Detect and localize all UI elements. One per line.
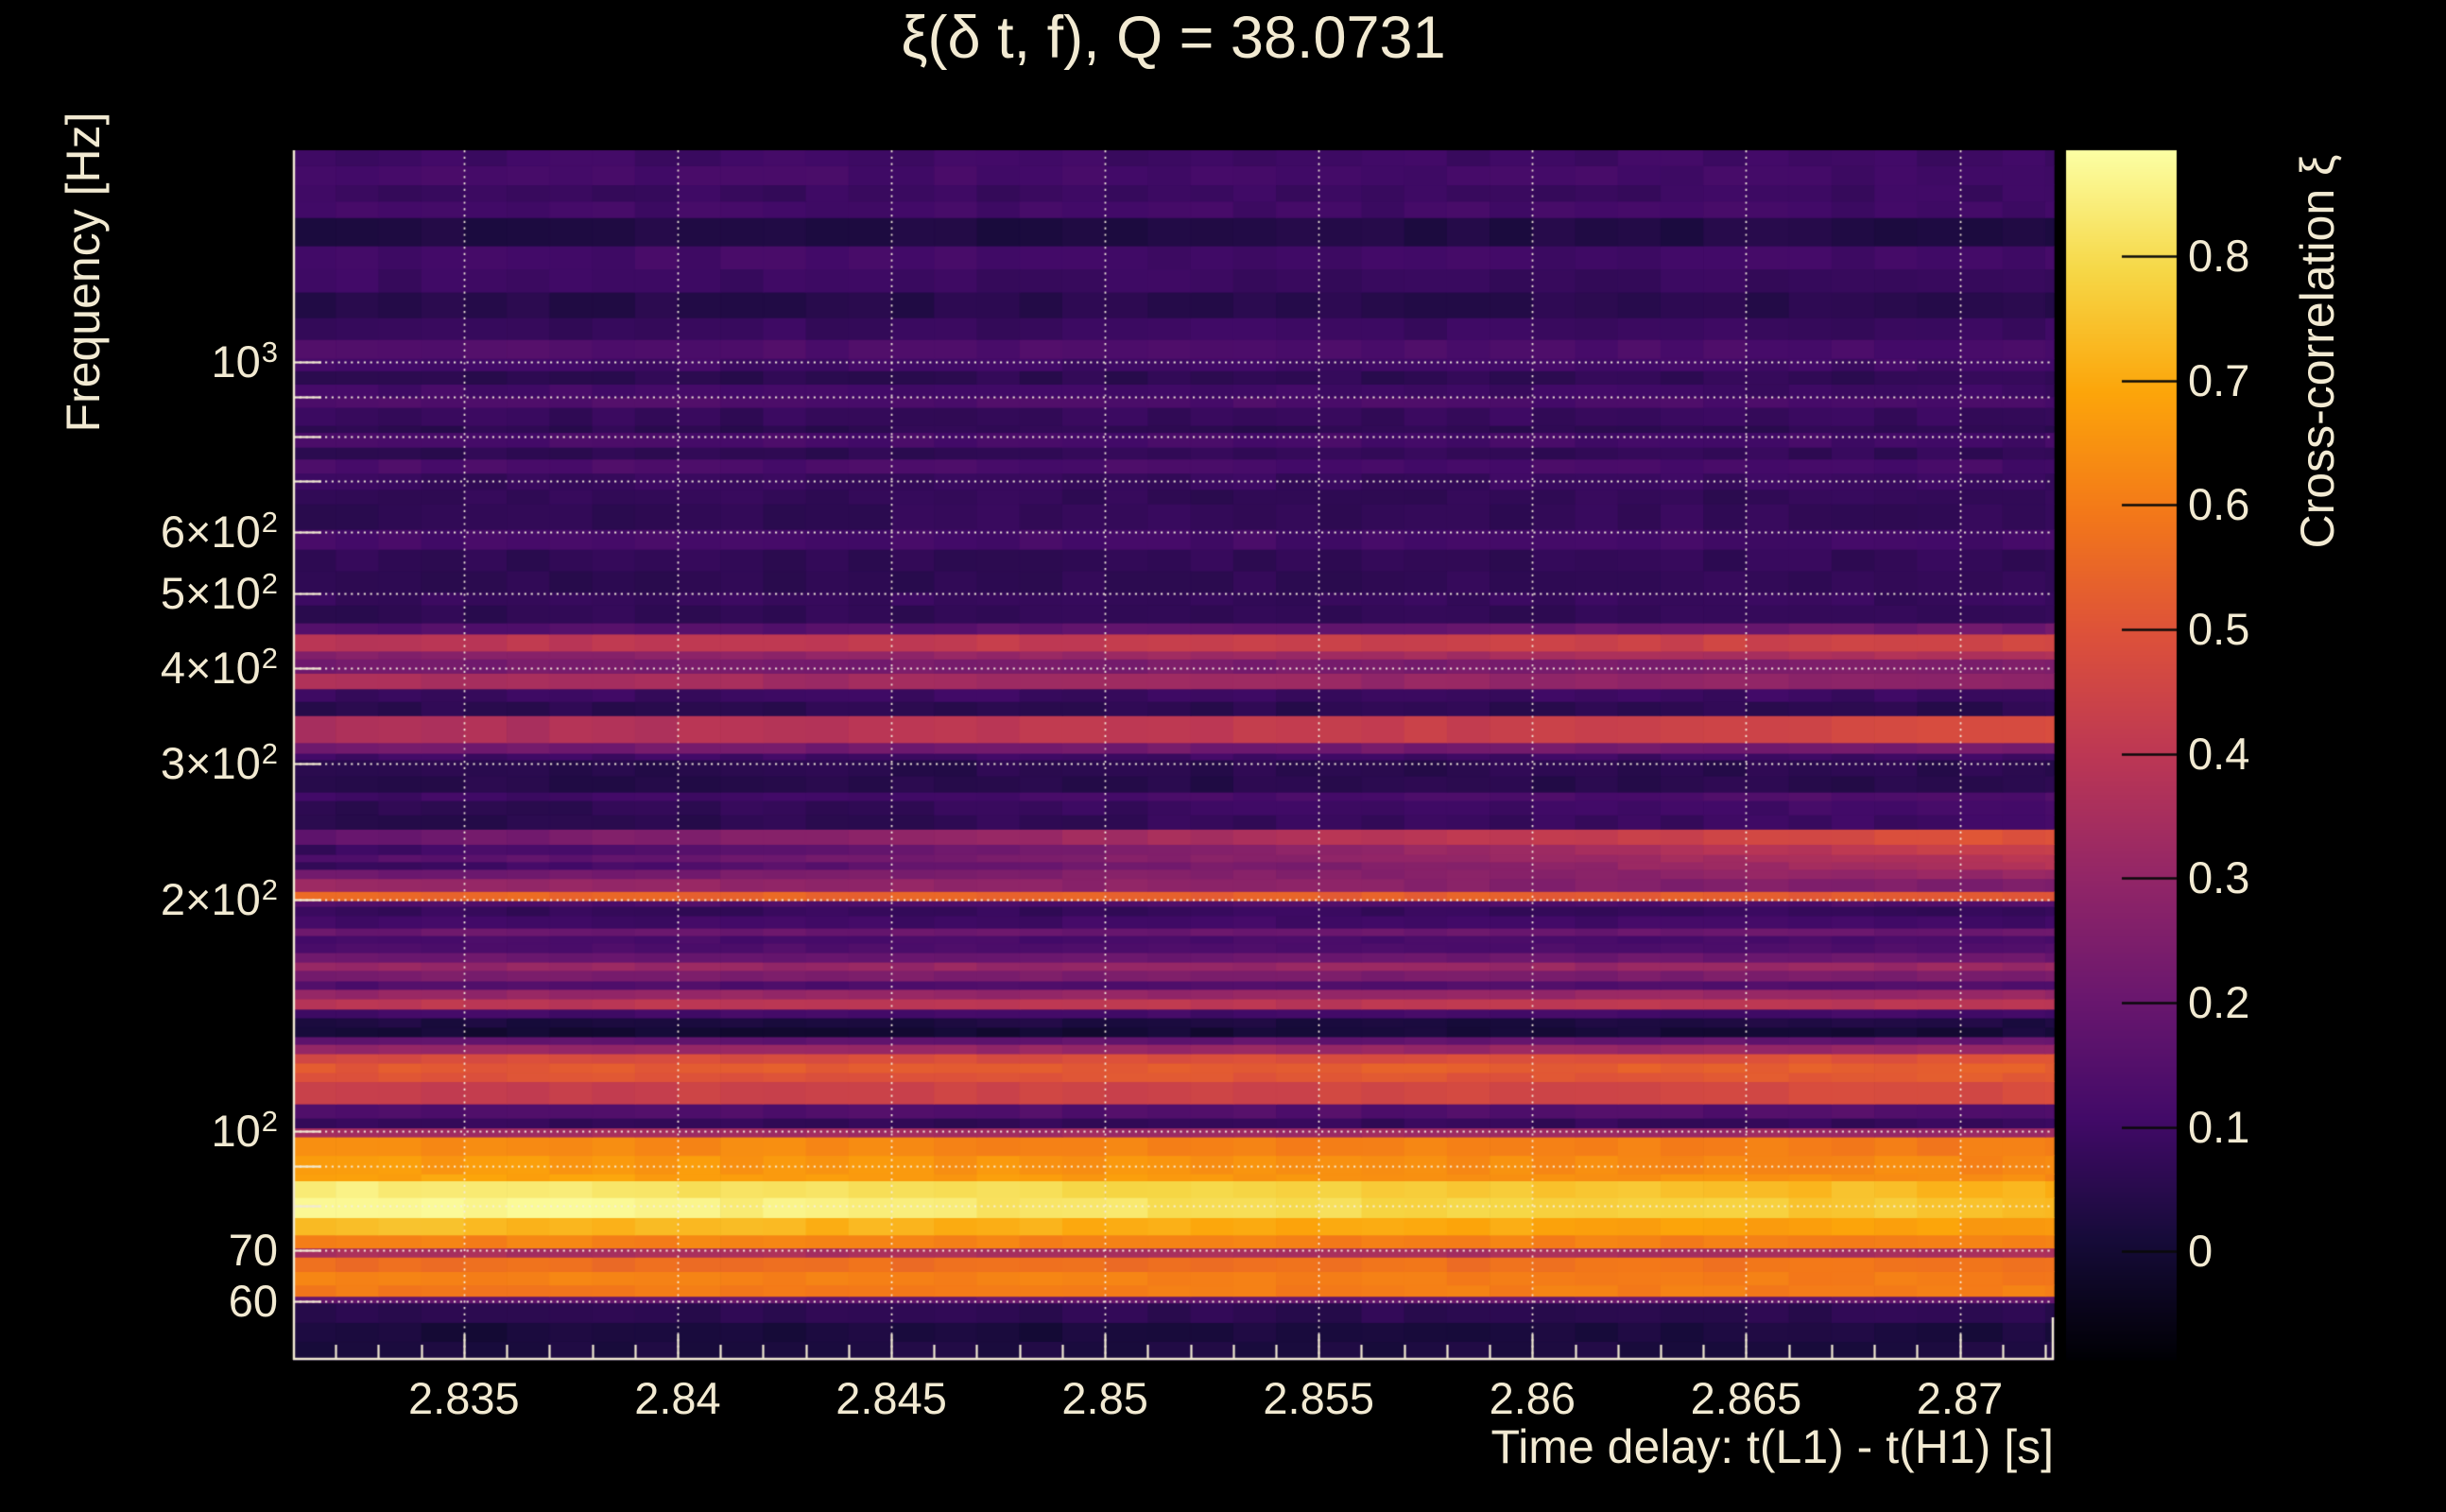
colorbar-tick-label: 0 bbox=[2188, 1226, 2213, 1277]
colorbar-tick-label: 0.6 bbox=[2188, 479, 2250, 530]
colorbar-tick-label: 0.7 bbox=[2188, 354, 2250, 405]
x-tick-label: 2.855 bbox=[1263, 1373, 1375, 1423]
x-tick-label: 2.865 bbox=[1690, 1373, 1802, 1423]
x-tick-label: 2.87 bbox=[1916, 1373, 2004, 1423]
y-tick-label: 5×102 bbox=[160, 566, 278, 618]
y-tick-label: 60 bbox=[228, 1276, 278, 1327]
y-tick-label: 103 bbox=[211, 335, 278, 387]
x-tick-label: 2.835 bbox=[408, 1373, 520, 1423]
colorbar-tick-label: 0.8 bbox=[2188, 230, 2250, 281]
y-tick-label: 2×102 bbox=[160, 872, 278, 924]
plot-title: ξ(δ t, f), Q = 38.0731 bbox=[901, 5, 1446, 71]
y-tick-label: 6×102 bbox=[160, 506, 278, 558]
y-tick-label: 102 bbox=[211, 1104, 278, 1156]
y-tick-label: 70 bbox=[228, 1224, 278, 1275]
x-tick-label: 2.845 bbox=[835, 1373, 947, 1423]
colorbar-tick-label: 0.1 bbox=[2188, 1101, 2250, 1152]
colorbar-tick-label: 0.3 bbox=[2188, 852, 2250, 903]
x-tick-label: 2.84 bbox=[634, 1373, 721, 1423]
colorbar-label: Cross-correlation ξ bbox=[2291, 154, 2344, 549]
x-tick-label: 2.86 bbox=[1489, 1373, 1576, 1423]
y-tick-label: 3×102 bbox=[160, 737, 278, 789]
colorbar-tick-label: 0.2 bbox=[2188, 977, 2250, 1028]
x-axis-label: Time delay: t(L1) - t(H1) [s] bbox=[1490, 1420, 2054, 1473]
colorbar-tick-label: 0.5 bbox=[2188, 603, 2250, 654]
x-tick-label: 2.85 bbox=[1061, 1373, 1148, 1423]
y-tick-label: 4×102 bbox=[160, 641, 278, 693]
colorbar-tick-label: 0.4 bbox=[2188, 728, 2250, 779]
